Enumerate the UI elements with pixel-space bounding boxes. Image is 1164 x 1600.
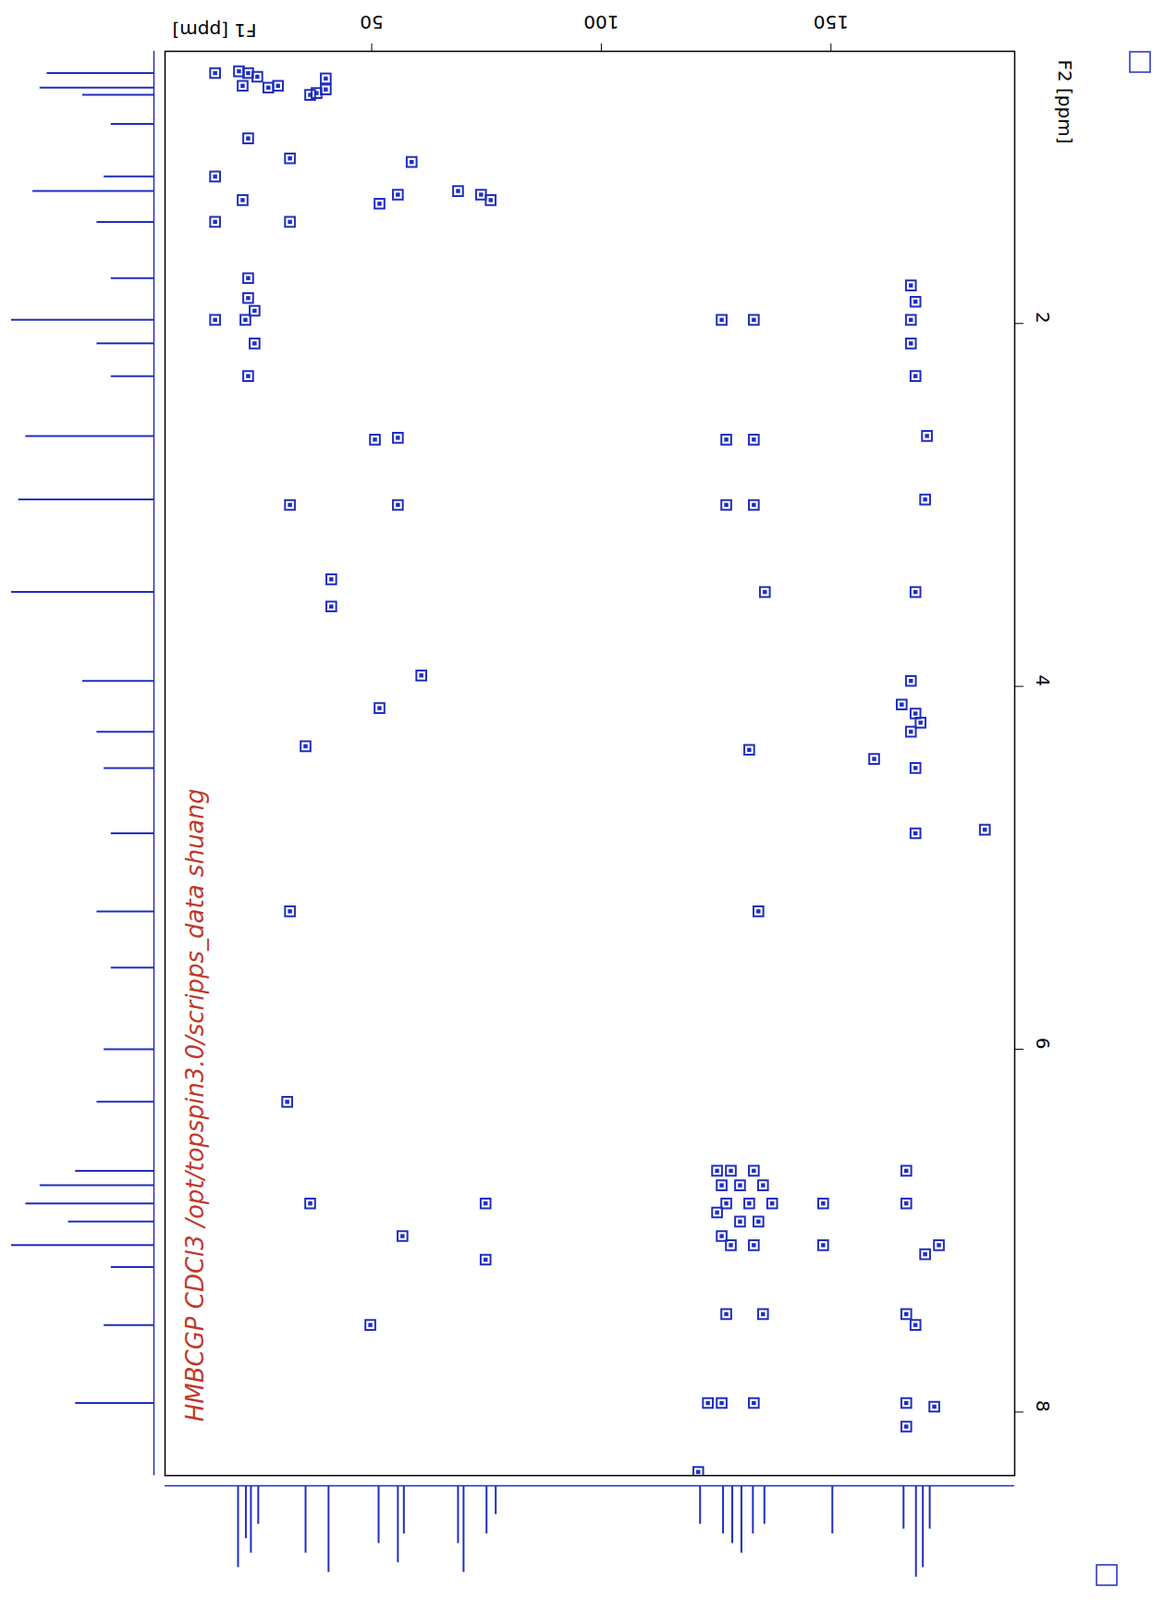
svg-text:6: 6: [1031, 1037, 1054, 1050]
svg-text:F2 [ppm]: F2 [ppm]: [1053, 59, 1077, 144]
svg-text:50: 50: [359, 11, 383, 34]
svg-text:100: 100: [583, 11, 619, 34]
svg-text:4: 4: [1031, 673, 1054, 687]
svg-text:150: 150: [813, 11, 849, 34]
svg-text:HMBCGP CDCl3 /opt/topspin3.0/s: HMBCGP CDCl3 /opt/topspin3.0/scripps_dat…: [181, 788, 209, 1422]
svg-text:F1 [ppm]: F1 [ppm]: [171, 19, 257, 42]
svg-text:8: 8: [1031, 1399, 1054, 1412]
svg-text:2: 2: [1031, 311, 1054, 324]
